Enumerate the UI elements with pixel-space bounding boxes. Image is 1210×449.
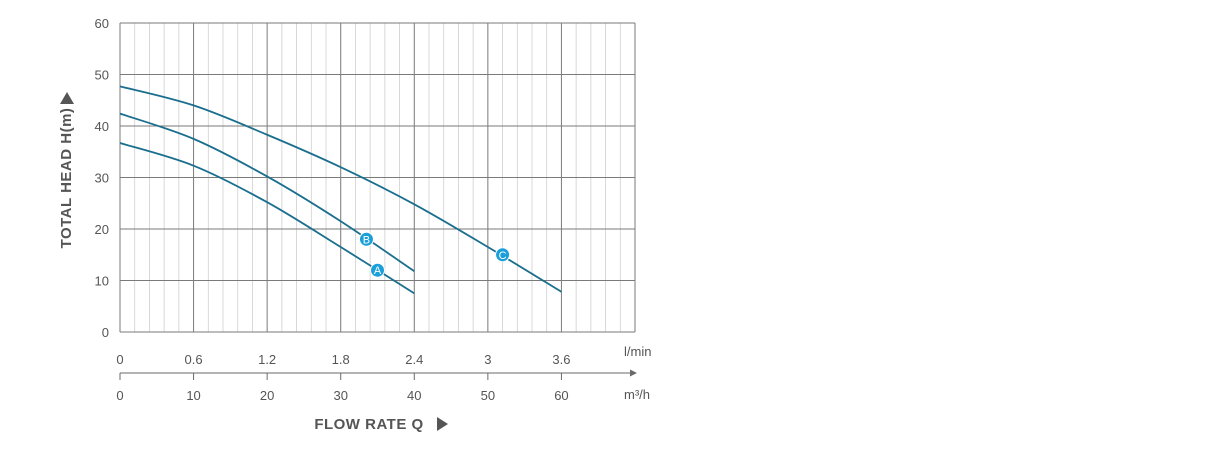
- x-tick-label-lmin: 2.4: [405, 352, 423, 367]
- x-tick-label-m3h: 40: [407, 388, 421, 403]
- x-unit-m3h: m³/h: [624, 387, 650, 402]
- x-unit-lmin: l/min: [624, 344, 651, 359]
- x-tick-label-lmin: 3: [484, 352, 491, 367]
- y-tick-label: 50: [95, 68, 109, 83]
- x-tick-label-m3h: 10: [186, 388, 200, 403]
- x-tick-labels-m3h: 0 10 20 30 40 50 60: [116, 373, 569, 403]
- y-axis-title-arrow-icon: [60, 92, 74, 104]
- y-axis-title-group: TOTAL HEAD H(m): [58, 108, 75, 249]
- y-tick-label: 30: [95, 171, 109, 186]
- curve-c: [119, 85, 562, 293]
- curve-marker-c: [495, 247, 511, 263]
- x-tick-label-m3h: 20: [260, 388, 274, 403]
- series-layer: A B C: [119, 85, 562, 295]
- y-tick-label: 20: [95, 222, 109, 237]
- x-tick-label-m3h: 60: [554, 388, 568, 403]
- x-axis-arrow-icon: [630, 369, 637, 377]
- x-tick-label-lmin: 1.8: [332, 352, 350, 367]
- y-tick-label: 10: [95, 274, 109, 289]
- y-tick-label: 40: [95, 119, 109, 134]
- major-grid: [119, 22, 636, 333]
- y-axis-title: TOTAL HEAD H(m): [58, 108, 75, 249]
- x-tick-labels-lmin: 0 0.6 1.2 1.8 2.4 3 3.6: [116, 352, 570, 367]
- curve-marker-b: [358, 231, 374, 247]
- x-tick-label-lmin: 0.6: [185, 352, 203, 367]
- x-tick-label-lmin: 3.6: [552, 352, 570, 367]
- x-tick-label-m3h: 30: [333, 388, 347, 403]
- curve-marker-a: [370, 262, 385, 278]
- x-tick-label-lmin: 0: [116, 352, 123, 367]
- x-tick-label-lmin: 1.2: [258, 352, 276, 367]
- curve-a: [119, 142, 415, 295]
- x-axis-title-arrow-icon: [437, 417, 448, 431]
- x-tick-label-m3h: 0: [116, 388, 123, 403]
- y-tick-label: 0: [102, 325, 109, 340]
- curve-label-c: C: [499, 250, 507, 262]
- curve-label-a: A: [374, 265, 382, 277]
- y-tick-label: 60: [95, 16, 109, 31]
- x-tick-label-m3h: 50: [481, 388, 495, 403]
- x-axis-title: FLOW RATE Q: [314, 416, 423, 433]
- y-tick-labels: 0 10 20 30 40 50 60: [95, 16, 109, 340]
- curve-label-b: B: [363, 234, 370, 246]
